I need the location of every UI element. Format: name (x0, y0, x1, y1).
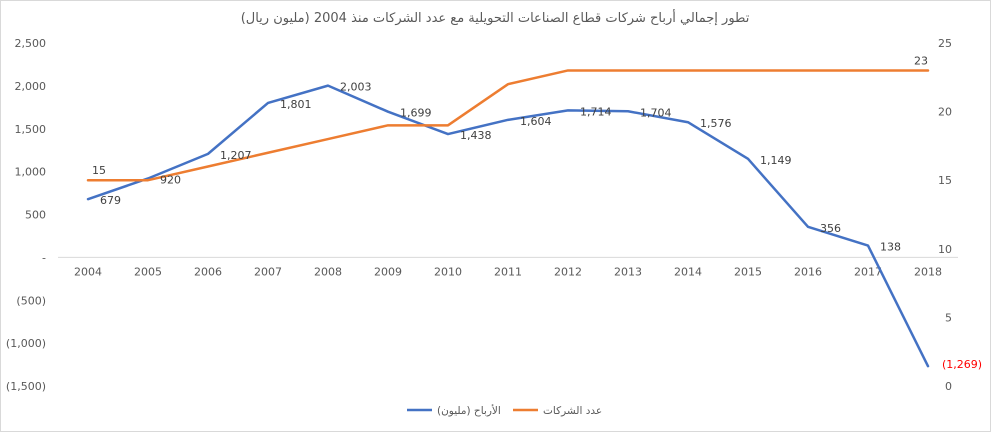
left-axis-tick-label: - (42, 251, 46, 264)
profit-data-label: 1,604 (520, 115, 552, 128)
x-tick-label: 2014 (674, 265, 702, 278)
profit-data-label: 1,801 (280, 98, 312, 111)
x-tick-label: 2013 (614, 265, 642, 278)
profit-data-label: 1,438 (460, 129, 492, 142)
left-axis-tick-label: 500 (25, 209, 46, 222)
x-tick-label: 2006 (194, 265, 222, 278)
legend-label: الأرباح (مليون) (437, 404, 501, 417)
companies-series-line (86, 69, 930, 182)
right-axis-tick-label: 0 (945, 380, 952, 393)
legend-item-profit[interactable]: الأرباح (مليون) (407, 404, 501, 417)
left-axis-tick-label: 1,500 (15, 123, 47, 136)
chart-title: تطور إجمالي أرباح شركات قطاع الصناعات ال… (241, 9, 750, 26)
profit-data-label: 1,207 (220, 149, 252, 162)
profit-series-line (86, 84, 930, 368)
left-axis-tick-label: 2,000 (15, 80, 47, 93)
profit-data-label: 1,704 (640, 106, 672, 119)
right-axis-tick-label: 10 (938, 243, 952, 256)
x-axis-labels: 2004 2005 2006 2007 2008 2009 2010 2011 2012 2013… (74, 265, 942, 278)
left-axis-tick-label: (1,000) (6, 337, 46, 350)
left-axis-tick-label: 1,000 (15, 166, 47, 179)
companies-data-label: 15 (92, 164, 106, 177)
x-tick-label: 2009 (374, 265, 402, 278)
profit-data-label: 1,714 (580, 105, 612, 118)
left-axis-tick-label: (1,500) (6, 380, 46, 393)
profit-data-label: 138 (880, 241, 901, 254)
x-tick-label: 2004 (74, 265, 102, 278)
x-tick-label: 2012 (554, 265, 582, 278)
profit-data-label: 2,003 (340, 81, 372, 94)
x-tick-label: 2008 (314, 265, 342, 278)
companies-data-label: 23 (914, 54, 928, 67)
legend[interactable]: الأرباح (مليون) عدد الشركات (407, 404, 602, 417)
x-tick-label: 2007 (254, 265, 282, 278)
series-lines (86, 69, 930, 368)
x-tick-label: 2015 (734, 265, 762, 278)
x-tick-label: 2011 (494, 265, 522, 278)
profit-data-label: (1,269) (942, 358, 982, 371)
x-tick-label: 2018 (914, 265, 942, 278)
x-tick-label: 2017 (854, 265, 882, 278)
profit-data-label: 679 (100, 194, 121, 207)
x-tick-label: 2016 (794, 265, 822, 278)
profit-data-label: 356 (820, 222, 841, 235)
right-axis-tick-label: 25 (938, 37, 952, 50)
profit-data-label: 1,149 (760, 154, 792, 167)
left-axis-tick-label: 2,500 (15, 37, 47, 50)
right-axis-tick-label: 20 (938, 106, 952, 119)
data-labels: 679 920 1,207 1,801 2,003 1,699 1,438 1,604 1,71… (92, 54, 982, 371)
left-axis-tick-label: (500) (16, 294, 46, 307)
left-axis: 2,500 2,000 1,500 1,000 500 - (500) (1,000) (1,5… (6, 37, 46, 393)
x-tick-label: 2005 (134, 265, 162, 278)
x-tick-label: 2010 (434, 265, 462, 278)
legend-label: عدد الشركات (543, 405, 602, 417)
right-axis-tick-label: 15 (938, 174, 952, 187)
profit-data-label: 1,699 (400, 107, 432, 120)
right-axis: 25 20 15 10 5 0 (938, 37, 952, 393)
profit-data-label: 1,576 (700, 117, 732, 130)
legend-item-companies[interactable]: عدد الشركات (513, 405, 602, 417)
right-axis-tick-label: 5 (945, 311, 952, 324)
profit-data-label: 920 (160, 173, 181, 186)
